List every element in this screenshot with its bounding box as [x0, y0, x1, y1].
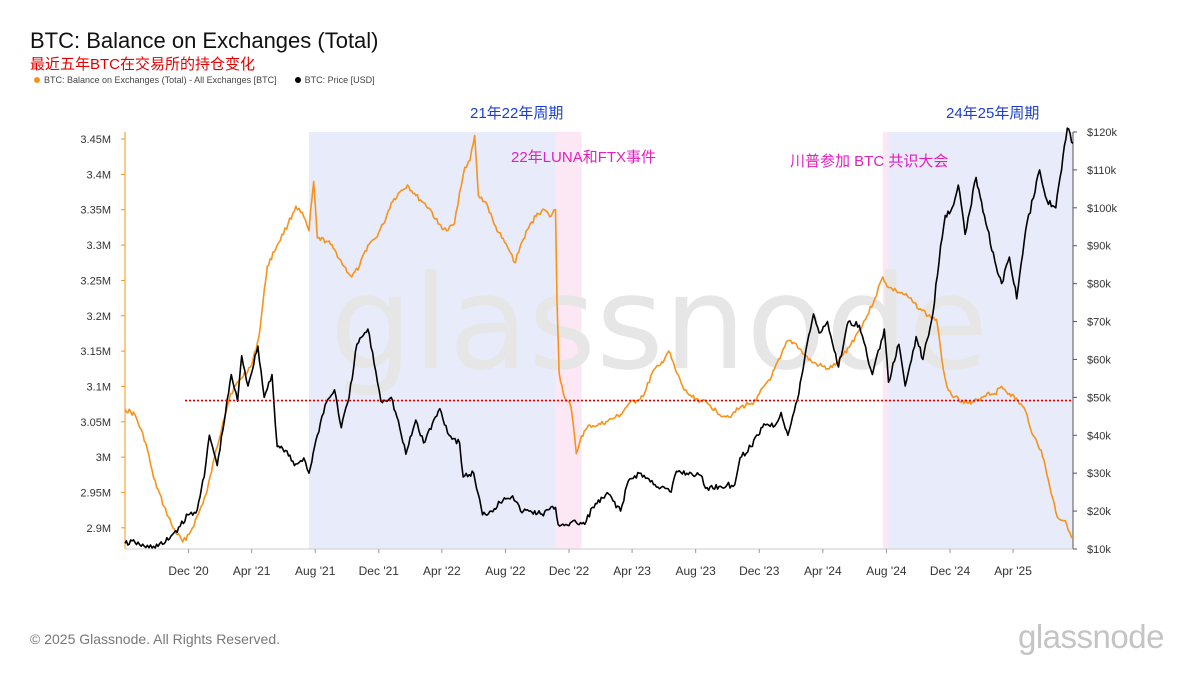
left-tick-label-11: 3.45M: [80, 134, 111, 146]
right-tick-label-2: $30k: [1087, 468, 1111, 480]
right-tick-label-9: $100k: [1087, 203, 1117, 215]
brand-logo-text: glassnode: [1018, 618, 1164, 655]
right-tick-label-11: $120k: [1087, 127, 1117, 139]
x-tick-label-7: Apr '23: [613, 564, 651, 578]
x-tick-label-3: Dec '21: [359, 564, 400, 578]
left-tick-label-6: 3.2M: [87, 311, 111, 323]
legend-item-price[interactable]: BTC: Price [USD]: [294, 75, 375, 85]
chart-title: BTC: Balance on Exchanges (Total): [30, 28, 379, 53]
watermark-text: glassnode: [330, 247, 988, 399]
right-tick-label-8: $90k: [1087, 241, 1111, 253]
right-tick-label-7: $80k: [1087, 279, 1111, 291]
copyright-text: © 2025 Glassnode. All Rights Reserved.: [30, 631, 281, 647]
x-tick-label-4: Apr '22: [423, 564, 461, 578]
left-axis-ticks: 2.9M 2.95M 3M 3.05M 3.1M 3.15M 3.2M 3.25M 3.3M 3.…: [80, 134, 125, 535]
x-tick-label-10: Apr '24: [804, 564, 842, 578]
x-tick-label-13: Apr '25: [994, 564, 1032, 578]
annotation-cycle-2122: 21年22年周期: [470, 105, 563, 122]
band-1: [555, 132, 582, 549]
axes: [124, 132, 1074, 550]
left-tick-label-3: 3.05M: [80, 417, 111, 429]
legend-dot-balance: [34, 77, 40, 83]
x-tick-label-1: Apr '21: [233, 564, 271, 578]
x-tick-label-2: Aug '21: [295, 564, 336, 578]
left-tick-label-4: 3.1M: [87, 381, 111, 393]
series-lines: [124, 127, 1074, 549]
price-series-line: [124, 127, 1074, 549]
x-tick-label-6: Dec '22: [549, 564, 590, 578]
legend-label-price: BTC: Price [USD]: [304, 75, 375, 85]
x-tick-label-5: Aug '22: [485, 564, 526, 578]
band-0: [308, 132, 556, 549]
left-tick-label-10: 3.4M: [87, 169, 111, 181]
legend-item-balance[interactable]: BTC: Balance on Exchanges (Total) - All …: [34, 75, 277, 85]
x-tick-label-8: Aug '23: [676, 564, 717, 578]
right-axis-ticks: $10k $20k $30k $40k $50k $60k $70k $80k $90k $100…: [1073, 127, 1117, 556]
x-tick-label-9: Dec '23: [739, 564, 780, 578]
x-tick-label-12: Dec '24: [930, 564, 971, 578]
annotation-luna-ftx: 22年LUNA和FTX事件: [511, 149, 656, 166]
left-tick-label-2: 3M: [96, 452, 111, 464]
left-tick-label-1: 2.95M: [80, 487, 111, 499]
legend-label-balance: BTC: Balance on Exchanges (Total) - All …: [44, 75, 277, 85]
right-tick-label-1: $20k: [1087, 506, 1111, 518]
balance-series-line: [124, 134, 1074, 543]
x-tick-label-0: Dec '20: [168, 564, 209, 578]
annotation-cycle-2425: 24年25年周期: [946, 105, 1039, 122]
annotation-trump-conference: 川普参加 BTC 共识大会: [790, 153, 948, 170]
chart-legend: BTC: Balance on Exchanges (Total) - All …: [34, 75, 375, 85]
left-tick-label-5: 3.15M: [80, 346, 111, 358]
chart-subtitle: 最近五年BTC在交易所的持仓变化: [30, 56, 256, 73]
x-tick-label-11: Aug '24: [866, 564, 907, 578]
right-tick-label-4: $50k: [1087, 392, 1111, 404]
right-tick-label-0: $10k: [1087, 544, 1111, 556]
right-tick-label-3: $40k: [1087, 430, 1111, 442]
left-tick-label-9: 3.35M: [80, 205, 111, 217]
left-tick-label-0: 2.9M: [87, 523, 111, 535]
legend-dot-price: [294, 77, 301, 83]
left-tick-label-8: 3.3M: [87, 240, 111, 252]
right-tick-label-10: $110k: [1087, 165, 1117, 177]
x-axis-ticks: Dec '20 Apr '21 Aug '21 Dec '21 Apr '22 Aug '…: [168, 549, 1032, 578]
right-tick-label-6: $70k: [1087, 317, 1111, 329]
left-tick-label-7: 3.25M: [80, 275, 111, 287]
right-tick-label-5: $60k: [1087, 354, 1111, 366]
